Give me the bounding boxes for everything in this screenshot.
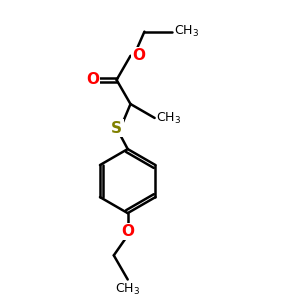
Text: CH$_3$: CH$_3$ bbox=[156, 110, 181, 125]
Text: O: O bbox=[86, 72, 99, 87]
Text: O: O bbox=[132, 48, 145, 63]
Text: CH$_3$: CH$_3$ bbox=[115, 282, 140, 297]
Text: O: O bbox=[121, 224, 134, 239]
Text: CH$_3$: CH$_3$ bbox=[174, 24, 199, 39]
Text: S: S bbox=[111, 121, 122, 136]
